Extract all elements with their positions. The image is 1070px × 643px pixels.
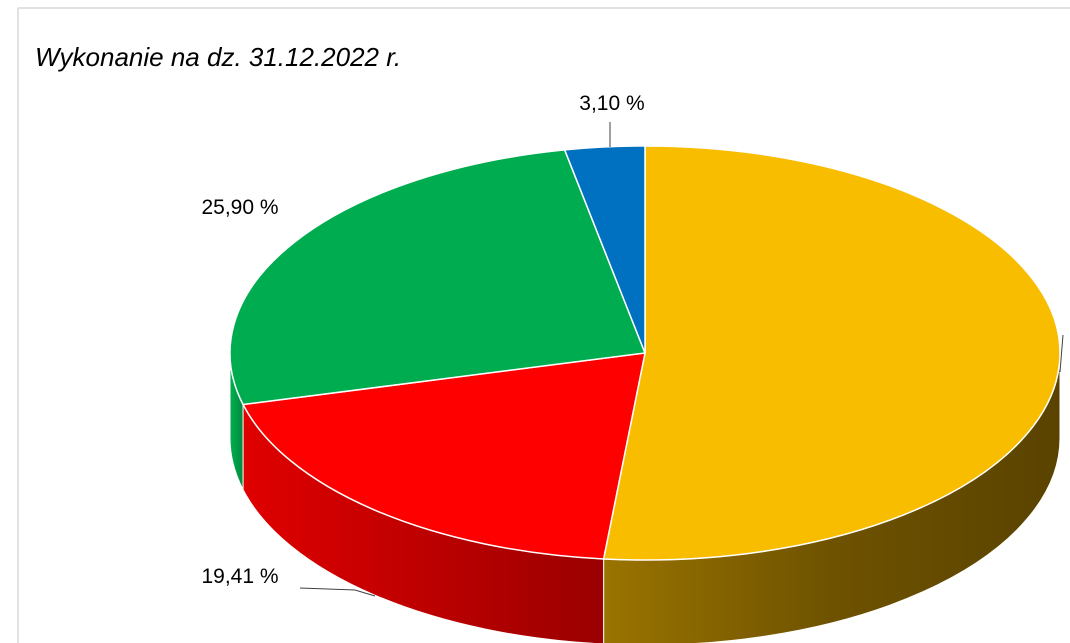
data-label: 25,90 % (201, 196, 278, 219)
slice (229, 149, 647, 406)
labels: 19,41 % 25,90 % 3,10 % (201, 92, 1064, 597)
slice (563, 145, 646, 354)
data-label: 3,10 % (579, 92, 644, 115)
leader-line (1059, 334, 1064, 373)
leader-line (299, 587, 376, 597)
chart-title: Wykonanie na dz. 31.12.2022 r. (35, 42, 401, 72)
walls (229, 352, 1061, 643)
data-label: 19,41 % (201, 565, 278, 588)
slice (241, 352, 646, 560)
slices (229, 145, 1061, 561)
slice (602, 145, 1061, 561)
